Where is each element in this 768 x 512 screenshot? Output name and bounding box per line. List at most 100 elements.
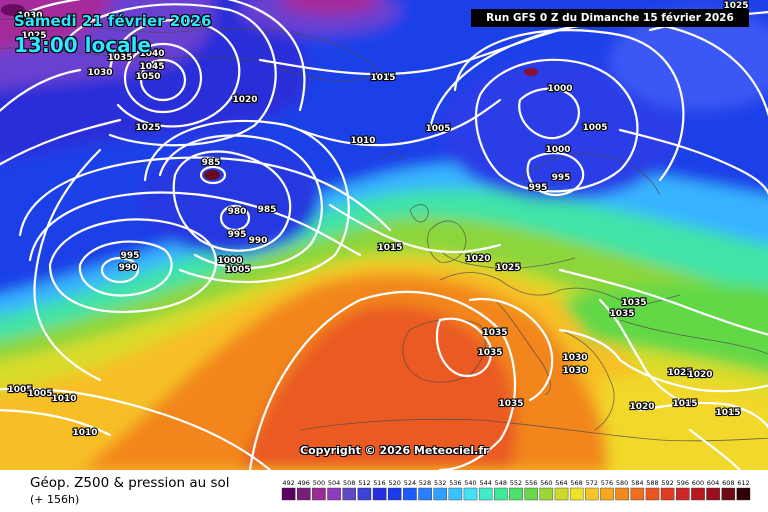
isobar-label: 1005 — [7, 385, 32, 395]
scale-swatch — [281, 487, 296, 501]
scale-label: 512 — [358, 479, 370, 487]
isobar-label: 1005 — [225, 265, 250, 275]
isobar-label: 1050 — [135, 72, 160, 82]
scale-label: 496 — [297, 479, 309, 487]
run-info: Run GFS 0 Z du Dimanche 15 février 2026 — [471, 9, 749, 27]
isobar-label: 995 — [552, 173, 571, 183]
scale-step: 508 — [342, 479, 356, 501]
isobar-label: 1025 — [495, 263, 520, 273]
scale-step: 596 — [676, 479, 690, 501]
scale-swatch — [706, 487, 720, 501]
isobar-label: 1025 — [667, 368, 692, 378]
scale-label: 608 — [722, 479, 734, 487]
isobar-label: 1020 — [629, 402, 654, 412]
scale-swatch — [554, 487, 569, 501]
scale-swatch — [524, 487, 539, 501]
isobar-label: 985 — [202, 158, 221, 168]
scale-label: 552 — [510, 479, 522, 487]
isobar-label: 1035 — [609, 309, 634, 319]
isobar-label: 1045 — [139, 62, 164, 72]
scale-swatch — [509, 487, 523, 501]
isobar-label: 1035 — [477, 348, 502, 358]
scale-step: 492 — [281, 479, 296, 501]
isobar-label: 1000 — [547, 84, 572, 94]
isobar-label: 1035 — [107, 53, 132, 63]
scale-step: 588 — [645, 479, 660, 501]
scale-swatch — [585, 487, 599, 501]
scale-label: 604 — [707, 479, 719, 487]
scale-label: 568 — [570, 479, 582, 487]
scale-label: 500 — [313, 479, 325, 487]
scale-swatch — [372, 487, 387, 501]
isobar-label: 1025 — [21, 31, 46, 41]
scale-label: 584 — [631, 479, 643, 487]
scale-swatch — [569, 487, 584, 501]
isobar-label: 1030 — [562, 366, 587, 376]
isobar-label: 980 — [228, 207, 247, 217]
scale-label: 560 — [540, 479, 552, 487]
scale-step: 516 — [372, 479, 387, 501]
scale-label: 592 — [661, 479, 673, 487]
pressure-centres — [1, 4, 538, 180]
scale-label: 492 — [282, 479, 294, 487]
scale-swatch — [297, 487, 311, 501]
scale-swatch — [403, 487, 417, 501]
forecast-time: 13:00 locale — [14, 33, 151, 57]
scale-swatch — [630, 487, 645, 501]
scale-step: 600 — [691, 479, 705, 501]
scale-step: 496 — [297, 479, 311, 501]
scale-label: 576 — [601, 479, 613, 487]
scale-step: 504 — [327, 479, 341, 501]
scale-step: 576 — [600, 479, 614, 501]
legend-title: Géop. Z500 & pression au sol — [30, 475, 230, 491]
scale-swatch — [418, 487, 432, 501]
isobar-label: 1035 — [498, 399, 523, 409]
scale-label: 548 — [495, 479, 507, 487]
isobar-label: 1025 — [135, 123, 160, 133]
isobar-label: 1005 — [582, 123, 607, 133]
color-scale: 492 496 500 504 508 512 516 520 524 528 532 536 540 5… — [281, 479, 751, 501]
isobar-label: 990 — [119, 263, 138, 273]
isobar-label: 1015 — [377, 243, 402, 253]
scale-step: 512 — [357, 479, 372, 501]
scale-step: 528 — [418, 479, 432, 501]
scale-step: 544 — [478, 479, 493, 501]
isobar-label: 1030 — [562, 353, 587, 363]
isobar-label: 1010 — [51, 394, 76, 404]
isobar-label: 1030 — [87, 68, 112, 78]
scale-swatch — [357, 487, 372, 501]
scale-step: 564 — [554, 479, 569, 501]
scale-swatch — [676, 487, 690, 501]
scale-label: 556 — [525, 479, 537, 487]
scale-step: 580 — [615, 479, 629, 501]
scale-step: 536 — [448, 479, 463, 501]
scale-swatch — [736, 487, 751, 501]
scale-step: 556 — [524, 479, 539, 501]
scale-label: 536 — [449, 479, 461, 487]
scale-swatch — [660, 487, 675, 501]
scale-swatch — [478, 487, 493, 501]
scale-label: 524 — [404, 479, 416, 487]
scale-label: 516 — [373, 479, 385, 487]
scale-step: 560 — [539, 479, 554, 501]
isobar-label: 995 — [529, 183, 548, 193]
scale-label: 544 — [479, 479, 491, 487]
scale-label: 612 — [737, 479, 749, 487]
scale-step: 500 — [312, 479, 326, 501]
scale-swatch — [463, 487, 478, 501]
isobar-label: 1015 — [715, 408, 740, 418]
isobar-label: 1010 — [72, 428, 97, 438]
scale-swatch — [645, 487, 660, 501]
isobar-label: 1000 — [545, 145, 570, 155]
scale-label: 596 — [677, 479, 689, 487]
legend-area: Géop. Z500 & pression au sol (+ 156h) 49… — [0, 470, 768, 512]
scale-step: 584 — [630, 479, 645, 501]
isobar-label: 990 — [249, 236, 268, 246]
isobar-label: 995 — [121, 251, 140, 261]
isobar-label: 1020 — [687, 370, 712, 380]
scale-swatch — [312, 487, 326, 501]
scale-step: 552 — [509, 479, 523, 501]
scale-label: 564 — [555, 479, 567, 487]
scale-label: 508 — [343, 479, 355, 487]
